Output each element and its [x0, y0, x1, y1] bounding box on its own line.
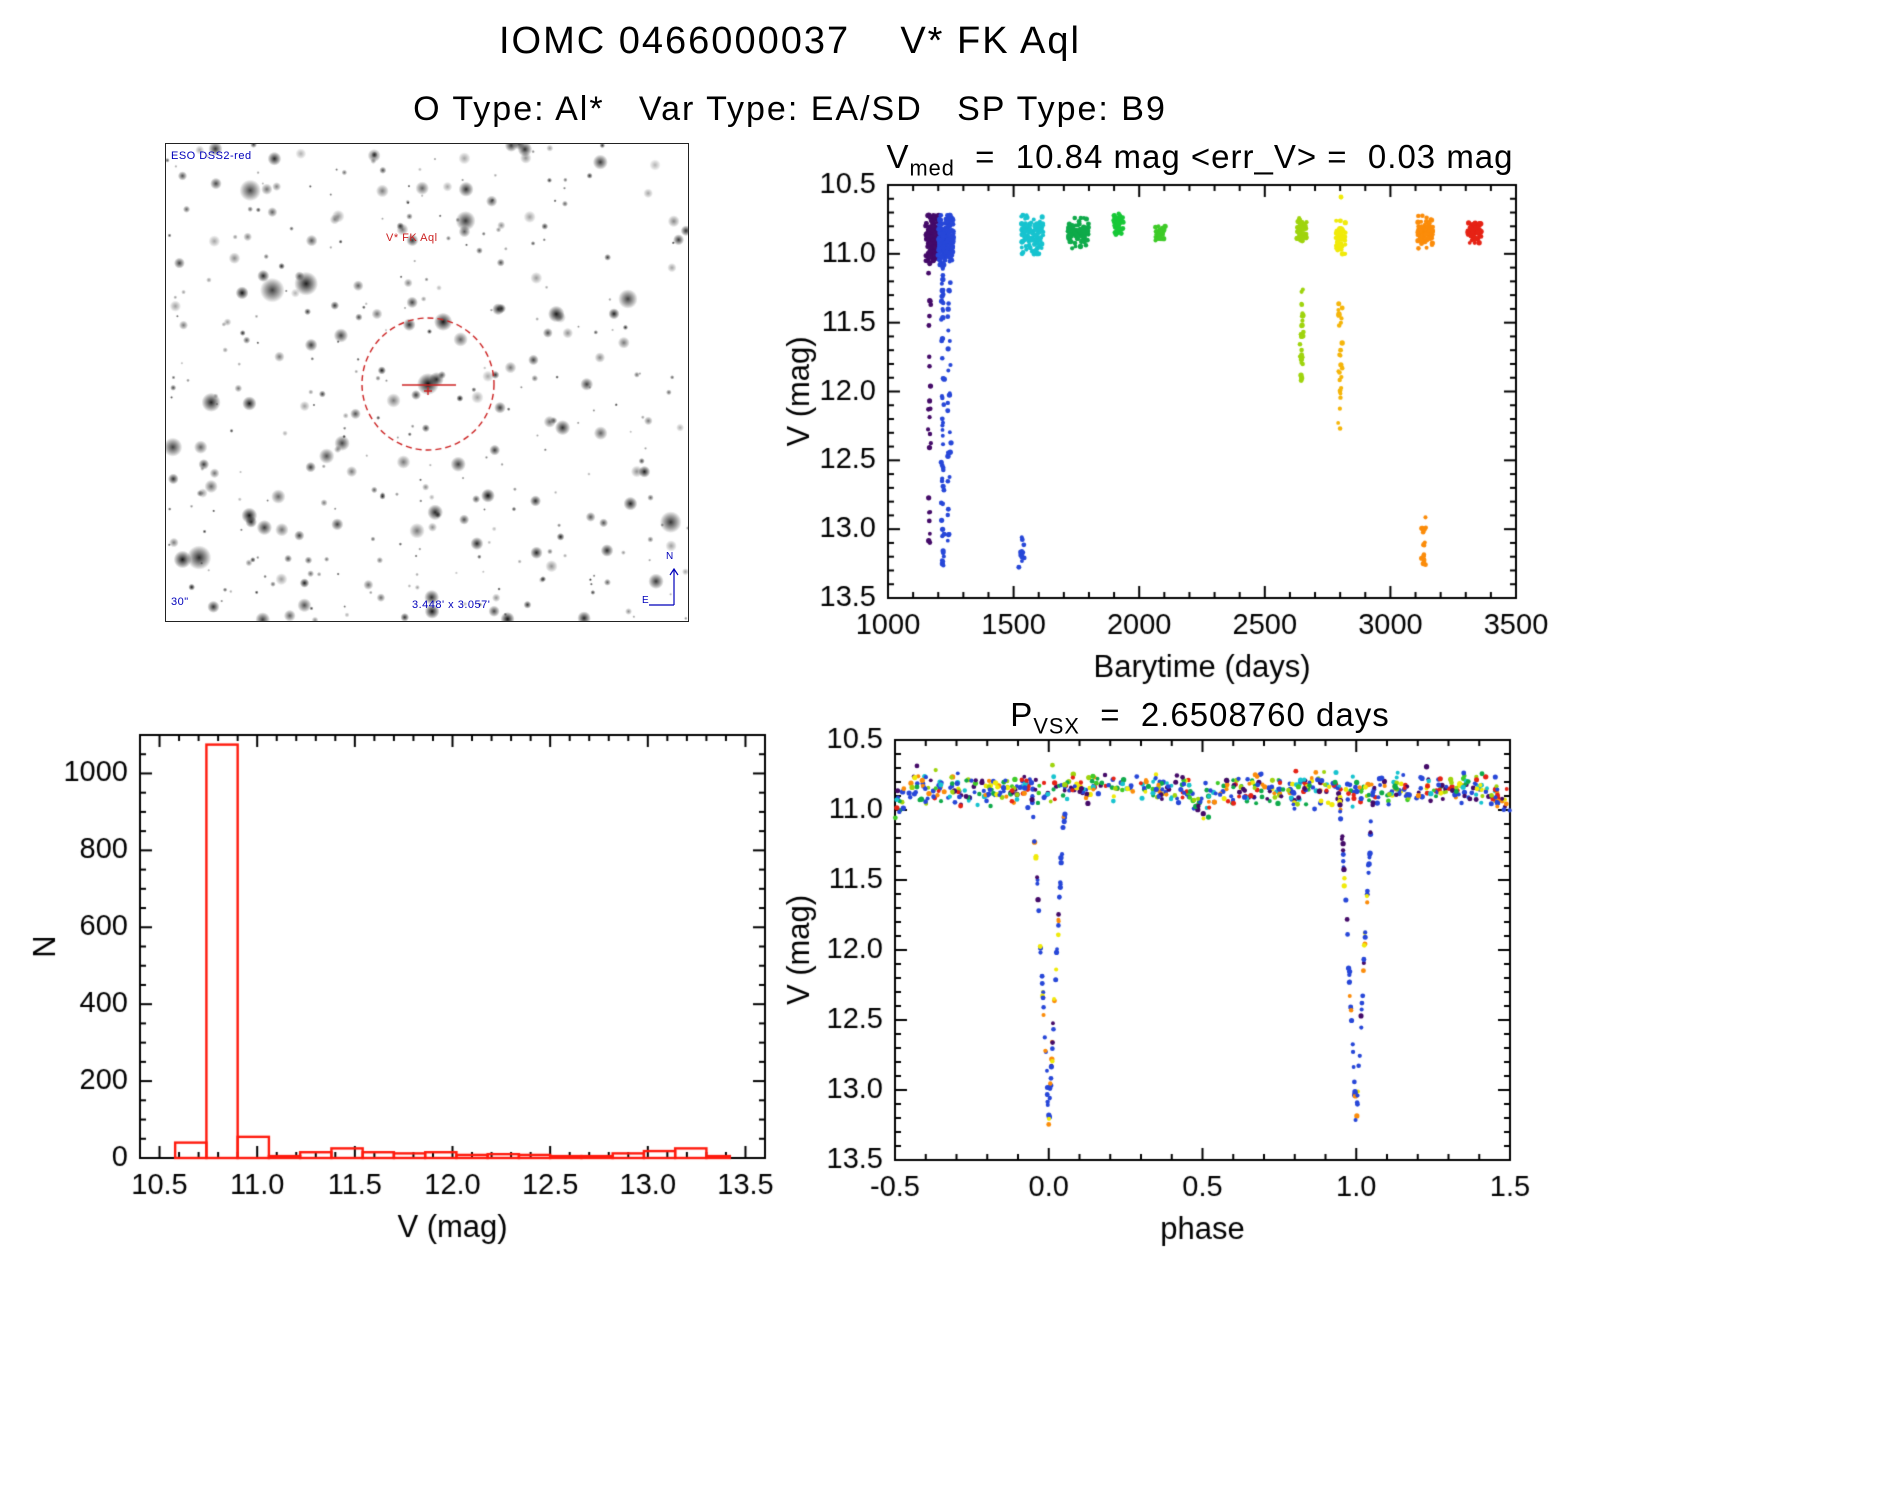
- scale-label: 30": [171, 596, 189, 608]
- compass-east-label: E: [642, 595, 649, 606]
- starfield-canvas: [166, 144, 688, 621]
- lightcurve-title-rest: = 10.84 mag <err_V> = 0.03 mag: [954, 138, 1514, 175]
- phase-title: PVSX = 2.6508760 days: [840, 696, 1560, 740]
- lightcurve-title-sub: med: [909, 155, 955, 181]
- compass-north-label: N: [666, 551, 674, 562]
- page-title: IOMC 0466000037 V* FK Aql: [499, 20, 1081, 62]
- survey-label: ESO DSS2-red: [171, 150, 252, 162]
- phase-title-sub: VSX: [1033, 713, 1080, 739]
- compass-arrows-icon: [649, 567, 679, 606]
- page-subtitle: O Type: Al* Var Type: EA/SD SP Type: B9: [413, 90, 1167, 128]
- compass-icon: N E: [642, 551, 684, 613]
- lightcurve-title: Vmed = 10.84 mag <err_V> = 0.03 mag: [840, 138, 1560, 182]
- phase-title-rest: = 2.6508760 days: [1079, 696, 1390, 733]
- finding-chart-panel: ESO DSS2-red V* FK Aql 30" 3.448' x 3.05…: [165, 143, 689, 622]
- lightcurve-canvas: [770, 150, 1570, 695]
- phaseplot-canvas: [770, 690, 1570, 1290]
- size-label: 3.448' x 3.057': [412, 599, 491, 611]
- histogram-canvas: [20, 700, 820, 1290]
- target-label: V* FK Aql: [386, 232, 438, 244]
- phase-title-base: P: [1010, 696, 1034, 733]
- lightcurve-title-base: V: [886, 138, 910, 175]
